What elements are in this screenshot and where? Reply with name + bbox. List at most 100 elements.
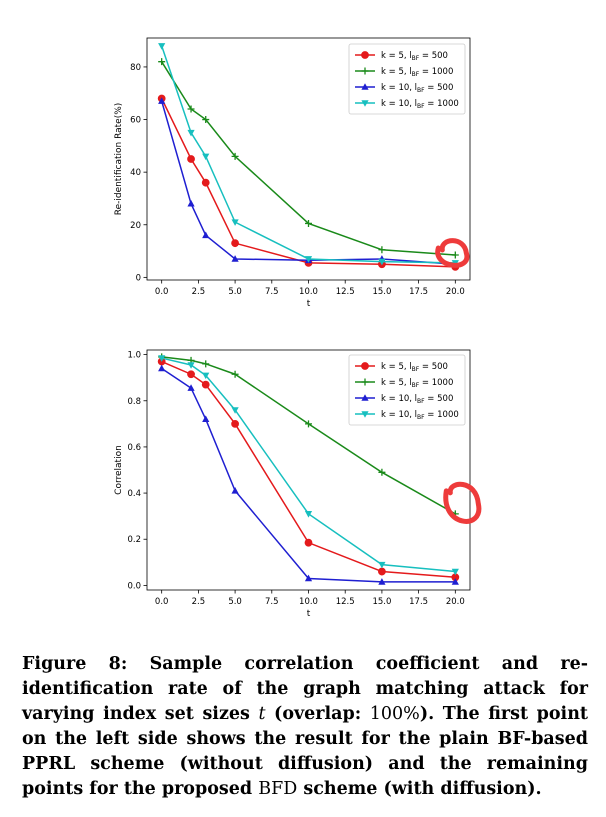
data-point: [187, 362, 195, 369]
caption-text-b: (overlap:: [265, 704, 370, 724]
legend-label: k = 5, lBF = 500: [381, 362, 448, 373]
data-point: [304, 574, 313, 582]
legend-marker: [361, 100, 369, 107]
data-point: [231, 219, 239, 226]
y-tick-label: 0: [136, 273, 141, 283]
figure-8: 0.0 2.5 5.0 7.5 10.0 12.5 15.0 17.5 20.0 0 20 40 60 8…: [114, 37, 482, 619]
data-point: [231, 486, 239, 494]
legend-marker: [361, 83, 369, 90]
legend-marker: [361, 67, 369, 75]
legend-label: k = 10, lBF = 1000: [381, 99, 459, 110]
legend-label: k = 5, lBF = 500: [381, 51, 448, 62]
data-point: [202, 372, 210, 380]
caption-pct: 100%: [369, 704, 420, 724]
annotation-circle: [435, 238, 470, 268]
data-point: [187, 199, 195, 207]
legend-marker: [361, 362, 369, 370]
data-point: [378, 567, 386, 576]
data-point: [158, 364, 166, 372]
x-tick-label: 0.0: [155, 597, 169, 607]
y-tick-label: 60: [130, 116, 141, 126]
data-point: [451, 251, 459, 259]
data-point: [231, 152, 239, 160]
x-tick-label: 2.5: [192, 287, 206, 297]
x-tick-label: 20.0: [446, 597, 465, 607]
caption-text-d: scheme (with diffusion).: [297, 779, 542, 799]
x-tick-label: 7.5: [265, 597, 279, 607]
caption-var: t: [258, 704, 266, 724]
x-tick-label: 15.0: [372, 287, 391, 297]
data-point: [201, 178, 210, 187]
data-point: [451, 578, 459, 585]
x-tick-label: 2.5: [192, 597, 206, 607]
legend-label: k = 10, lBF = 1000: [381, 410, 459, 421]
data-point: [158, 58, 166, 66]
figure-caption: Figure 8: Sample correlation coefficient…: [22, 652, 588, 802]
x-tick-label: 5.0: [228, 597, 242, 607]
data-point: [304, 538, 313, 547]
y-tick-label: 80: [130, 63, 141, 73]
y-axis-label: Correlation: [114, 445, 124, 495]
legend-label: k = 5, lBF = 1000: [381, 378, 453, 389]
legend-marker: [361, 394, 369, 401]
data-point: [202, 231, 210, 239]
x-axis-label: t: [307, 299, 311, 309]
data-point: [378, 246, 386, 254]
data-point: [378, 561, 386, 569]
data-point: [378, 258, 386, 266]
data-point: [158, 355, 166, 362]
data-point: [305, 420, 312, 428]
y-tick-label: 0.0: [127, 581, 141, 591]
caption-text-c: ). The first point on the left side show…: [22, 704, 589, 799]
y-tick-label: 0.4: [127, 489, 141, 499]
data-point: [378, 468, 386, 476]
data-point: [378, 578, 386, 585]
legend-label: k = 10, lBF = 500: [381, 83, 453, 94]
data-point: [231, 407, 239, 414]
y-tick-label: 1.0: [127, 351, 141, 361]
caption-lead: Figure 8:: [22, 654, 150, 674]
legend-marker: [361, 378, 369, 386]
caption-bfd: BFD: [258, 779, 298, 799]
data-point: [231, 239, 239, 248]
x-tick-label: 0.0: [155, 287, 169, 297]
x-tick-label: 15.0: [372, 597, 391, 607]
caption-text-a: Sample correlation coefficient and re-id…: [22, 654, 588, 724]
data-point: [202, 415, 210, 423]
x-tick-label: 12.5: [336, 597, 355, 607]
data-point: [158, 43, 166, 50]
reidentification-chart: 0.0 2.5 5.0 7.5 10.0 12.5 15.0 17.5 20.0 0 20 40 60 8…: [114, 37, 471, 309]
y-tick-label: 40: [130, 168, 141, 178]
legend-marker: [361, 411, 369, 418]
x-tick-label: 10.0: [299, 287, 318, 297]
data-point: [202, 116, 210, 124]
data-point: [202, 360, 210, 368]
correlation-chart: 0.0 2.5 5.0 7.5 10.0 12.5 15.0 17.5 20.0 0.0 0.2 0.…: [114, 349, 482, 619]
data-point: [202, 153, 210, 161]
legend-box: [348, 43, 466, 115]
annotation-circle: [443, 481, 482, 524]
data-point: [305, 219, 312, 227]
legend-label: k = 10, lBF = 500: [381, 394, 453, 405]
y-tick-label: 0.6: [127, 443, 141, 453]
x-tick-label: 7.5: [265, 287, 279, 297]
legend-box: [348, 354, 466, 426]
legend-marker: [361, 51, 369, 59]
legend-label: k = 5, lBF = 1000: [381, 67, 453, 78]
y-tick-label: 20: [130, 221, 141, 231]
y-tick-label: 0.8: [127, 397, 141, 407]
y-tick-label: 0.2: [127, 535, 141, 545]
data-point: [451, 568, 459, 576]
data-point: [187, 384, 195, 391]
data-point: [187, 105, 195, 113]
x-tick-label: 10.0: [299, 597, 318, 607]
x-tick-label: 17.5: [409, 287, 428, 297]
data-point: [304, 256, 313, 263]
x-tick-label: 17.5: [409, 597, 428, 607]
data-point: [187, 155, 195, 163]
x-tick-label: 12.5: [336, 287, 355, 297]
data-point: [158, 97, 166, 104]
x-axis-label: t: [307, 609, 311, 619]
data-point: [201, 380, 210, 389]
data-point: [187, 370, 195, 379]
